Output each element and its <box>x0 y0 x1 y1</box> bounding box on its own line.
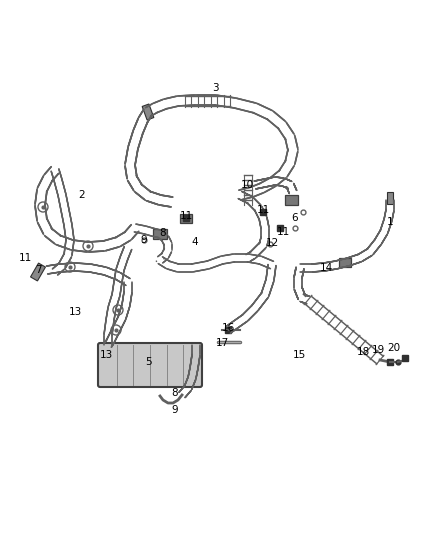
Text: 9: 9 <box>172 405 178 415</box>
Text: 8: 8 <box>172 388 178 398</box>
Text: 4: 4 <box>192 237 198 247</box>
Text: 9: 9 <box>141 235 147 245</box>
Text: 15: 15 <box>293 350 306 360</box>
Text: 10: 10 <box>240 180 254 190</box>
Bar <box>387 191 393 204</box>
Text: 7: 7 <box>35 265 41 275</box>
Text: 13: 13 <box>68 307 81 317</box>
Text: 12: 12 <box>265 238 279 248</box>
Text: 16: 16 <box>221 323 235 333</box>
Text: 2: 2 <box>79 190 85 200</box>
Bar <box>153 229 167 239</box>
Text: 6: 6 <box>292 213 298 223</box>
Text: 17: 17 <box>215 338 229 348</box>
Bar <box>142 104 154 120</box>
Bar <box>180 214 192 222</box>
Text: 14: 14 <box>319 263 332 273</box>
FancyBboxPatch shape <box>98 343 202 387</box>
Text: 11: 11 <box>256 205 270 215</box>
Bar <box>285 195 297 205</box>
Text: 19: 19 <box>371 345 385 355</box>
Text: 1: 1 <box>387 217 393 227</box>
Text: 20: 20 <box>388 343 401 353</box>
Text: 5: 5 <box>145 357 151 367</box>
Text: 18: 18 <box>357 347 370 357</box>
Bar <box>31 263 46 281</box>
Text: 11: 11 <box>180 211 193 221</box>
Text: 8: 8 <box>160 228 166 238</box>
Text: 11: 11 <box>18 253 32 263</box>
Text: 11: 11 <box>276 227 290 237</box>
Text: 3: 3 <box>212 83 218 93</box>
Bar <box>339 257 351 266</box>
Text: 13: 13 <box>99 350 113 360</box>
